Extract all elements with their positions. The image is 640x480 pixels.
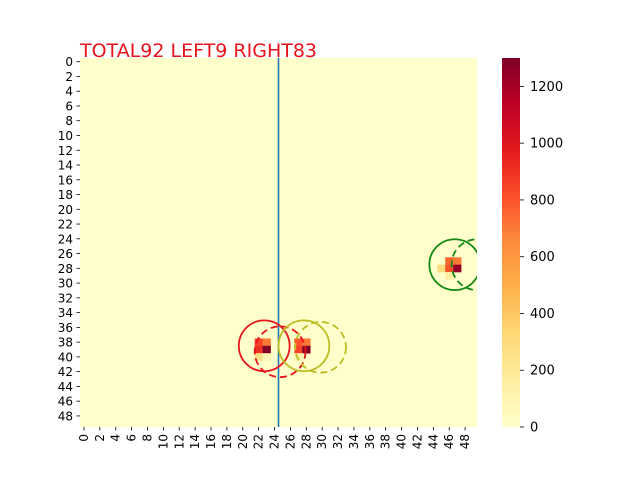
x-tick-label: 48 <box>458 434 472 449</box>
heatmap-cell <box>294 338 303 347</box>
x-tick-label: 2 <box>93 434 107 442</box>
chart-title: TOTAL92 LEFT9 RIGHT83 <box>79 40 317 62</box>
x-tick-label: 0 <box>77 434 91 442</box>
y-tick-label: 0 <box>65 55 73 69</box>
x-tick-label: 20 <box>236 434 250 449</box>
heatmap-cell <box>294 345 303 354</box>
heatmap-cell <box>254 345 263 354</box>
colorbar-tick-label: 1000 <box>530 137 563 152</box>
heatmap-cell <box>254 338 263 347</box>
y-tick-label: 2 <box>65 70 73 84</box>
y-axis: 0246810121416182022242628303234363840424… <box>58 55 80 423</box>
heatmap-cell <box>254 353 263 361</box>
x-tick-label: 6 <box>125 434 139 442</box>
colorbar-tick-label: 200 <box>530 364 555 379</box>
heatmap-cell <box>302 345 311 354</box>
colorbar-tick-label: 800 <box>530 193 555 208</box>
x-tick-label: 36 <box>363 434 377 449</box>
heatmap-cell <box>262 353 271 361</box>
colorbar-tick-label: 1200 <box>530 80 563 95</box>
overlay <box>237 58 477 427</box>
heatmap-cell <box>437 264 446 273</box>
x-tick-label: 38 <box>379 434 393 449</box>
colorbar <box>502 58 520 427</box>
x-tick-label: 24 <box>268 434 282 449</box>
x-tick-label: 34 <box>347 434 361 449</box>
heatmap-cell <box>453 257 462 265</box>
y-tick-label: 28 <box>58 262 73 276</box>
y-tick-label: 26 <box>58 247 73 261</box>
heatmap-cell <box>302 338 311 347</box>
heatmap-cell <box>453 264 462 273</box>
detection-circle <box>428 238 477 291</box>
y-tick-label: 16 <box>58 173 73 187</box>
heatmap-cell <box>445 272 454 280</box>
x-tick-label: 30 <box>315 434 329 449</box>
y-tick-label: 46 <box>58 395 73 409</box>
y-tick-label: 6 <box>65 99 73 113</box>
x-tick-label: 16 <box>204 434 218 449</box>
y-tick-label: 20 <box>58 203 73 217</box>
x-tick-label: 18 <box>220 434 234 449</box>
y-tick-label: 30 <box>58 277 73 291</box>
predicted-circle <box>294 320 347 374</box>
x-tick-label: 8 <box>140 434 154 442</box>
x-tick-label: 46 <box>442 434 456 449</box>
y-tick-label: 10 <box>58 129 73 143</box>
predicted-circle <box>253 325 307 379</box>
x-tick-label: 44 <box>426 434 440 449</box>
x-tick-label: 40 <box>395 434 409 449</box>
y-tick-label: 12 <box>58 144 73 158</box>
x-tick-label: 28 <box>299 434 313 449</box>
x-tick-label: 42 <box>410 434 424 449</box>
x-tick-label: 12 <box>172 434 186 449</box>
y-tick-label: 42 <box>58 365 73 379</box>
heatmap-cell <box>445 257 454 265</box>
x-tick-label: 22 <box>252 434 266 449</box>
colorbar-tick-label: 600 <box>530 250 555 265</box>
heatmap-cell <box>262 345 271 354</box>
y-tick-label: 24 <box>58 232 73 246</box>
heatmap-cell <box>294 353 303 361</box>
x-tick-label: 32 <box>331 434 345 449</box>
y-tick-label: 34 <box>58 306 73 320</box>
y-tick-label: 44 <box>58 380 73 394</box>
heatmap-cells <box>254 257 462 361</box>
y-tick-label: 4 <box>65 85 73 99</box>
y-tick-label: 14 <box>58 159 73 173</box>
x-tick-label: 26 <box>283 434 297 449</box>
x-axis: 0 2 4 6 8 10 12 14 16 18 20 22 24 26 28 30 32 34 36 38 40 42 4… <box>77 427 472 449</box>
y-tick-label: 38 <box>58 336 73 350</box>
detection-circle <box>277 319 331 373</box>
x-tick-label: 10 <box>156 434 170 449</box>
y-tick-label: 48 <box>58 409 73 423</box>
y-tick-label: 22 <box>58 218 73 232</box>
y-tick-label: 32 <box>58 291 73 305</box>
y-tick-label: 18 <box>58 188 73 202</box>
colorbar-tick-label: 0 <box>530 421 538 436</box>
x-tick-label: 4 <box>109 434 123 442</box>
y-tick-label: 8 <box>65 114 73 128</box>
heatmap-cell <box>445 264 454 273</box>
x-tick-label: 14 <box>188 434 202 449</box>
predicted-circle <box>450 238 477 291</box>
colorbar-axis: 0 200 400 600 800 1000 1200 <box>520 80 563 436</box>
colorbar-tick-label: 400 <box>530 307 555 322</box>
y-tick-label: 40 <box>58 350 73 364</box>
heatmap-cell <box>262 338 271 347</box>
y-tick-label: 36 <box>58 321 73 335</box>
